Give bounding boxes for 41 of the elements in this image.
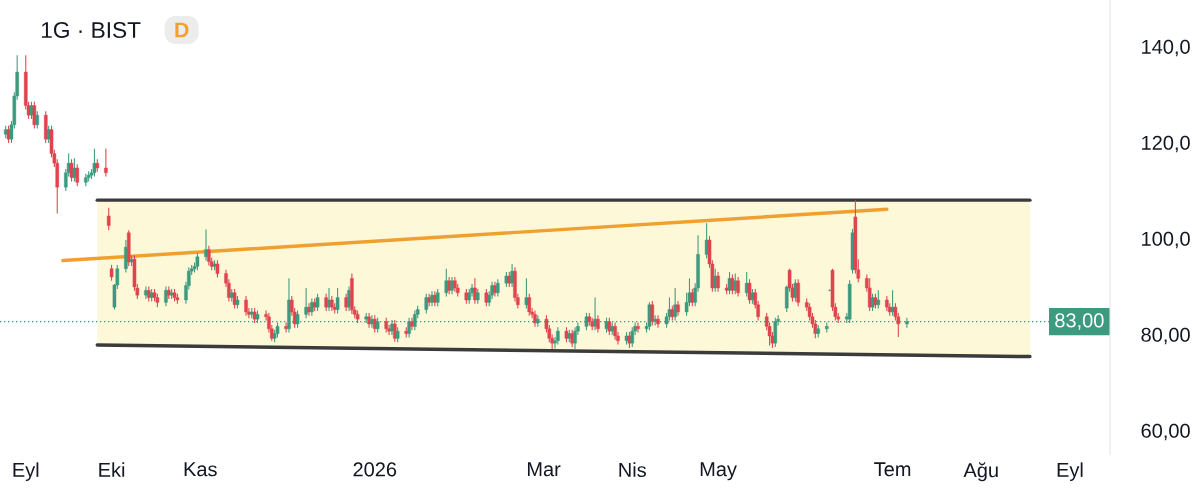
candlestick — [784, 285, 789, 313]
candlestick — [124, 239, 128, 274]
y-tick-label: 140,0 — [1142, 39, 1190, 57]
ref-line-label: 83,00 — [1055, 313, 1104, 330]
x-tick-label: Ağu — [963, 462, 998, 482]
x-tick-label: May — [700, 462, 737, 481]
x-tick-label: Tem — [874, 462, 911, 477]
candlestick — [410, 317, 414, 331]
candlestick — [424, 293, 429, 314]
y-tick-label: 60,00 — [1141, 423, 1190, 441]
x-tick-label: Mar — [527, 462, 561, 477]
candlestick — [716, 271, 720, 293]
candlestick — [704, 222, 709, 259]
candlestick — [413, 309, 417, 331]
candlestick — [304, 287, 308, 319]
x-tick-label: Eyl — [13, 462, 39, 481]
candlestick — [207, 245, 211, 266]
candlestick — [284, 321, 288, 334]
text: 1G · BIST — [41, 21, 141, 39]
y-tick-label: 120,0 — [1142, 135, 1190, 153]
candlestick — [244, 295, 248, 317]
annotation: D — [175, 22, 189, 38]
candlestick — [647, 301, 652, 331]
candlestick — [104, 148, 108, 178]
x-tick-label: Kas — [184, 462, 217, 477]
candlestick — [733, 273, 738, 295]
candlestick — [75, 163, 80, 187]
candlestick — [307, 302, 311, 317]
y-tick-label: 100,0 — [1142, 231, 1190, 249]
candlestick — [72, 157, 77, 182]
candlestick — [427, 293, 431, 307]
candlestick — [653, 314, 657, 326]
candlestick — [736, 276, 740, 298]
candlestick — [796, 278, 800, 307]
x-tick-label: 2026 — [353, 462, 397, 477]
candlestick — [106, 207, 111, 231]
x-tick-label: Nis — [619, 462, 646, 478]
candlestick — [636, 321, 640, 334]
x-tick-label: Eki — [99, 462, 125, 477]
y-tick-label: 80,00 — [1141, 327, 1190, 345]
x-tick-label: Eyl — [1057, 462, 1083, 481]
